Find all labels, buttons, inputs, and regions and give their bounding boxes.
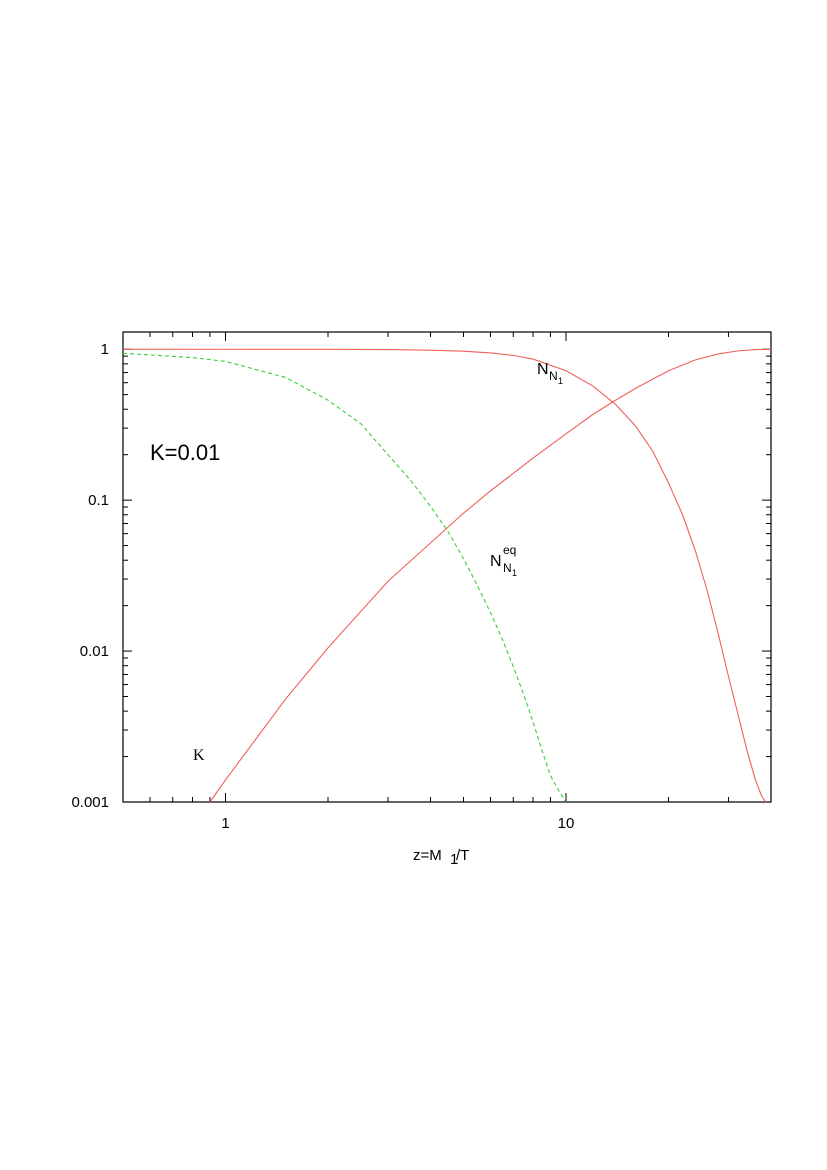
y-tick-label: 1 [101, 341, 109, 358]
axis-ticks [122, 332, 772, 803]
series-layer [122, 348, 772, 803]
svg-text:1: 1 [450, 851, 458, 868]
tick-labels: 1 10 1 0.1 0.01 0.001 [71, 341, 574, 832]
y-tick-label: 0.001 [71, 794, 109, 811]
y-tick-label: 0.1 [88, 492, 109, 509]
svg-text:eq: eq [503, 543, 516, 557]
svg-text:N: N [537, 361, 549, 378]
series-line-n-n1-eq [122, 352, 567, 803]
label-k: K [193, 747, 205, 764]
series-line-n-n1 [122, 348, 767, 803]
svg-text:/T: /T [456, 847, 469, 864]
x-axis-label: z=M 1 /T [413, 847, 469, 868]
plot-frame [122, 331, 772, 803]
label-n-n1-eq: N eq N 1 [490, 543, 517, 578]
svg-text:1: 1 [512, 568, 517, 578]
series-line-k [209, 348, 772, 803]
svg-text:N: N [490, 553, 502, 570]
y-tick-label: 0.01 [80, 643, 109, 660]
x-tick-label: 1 [221, 815, 229, 832]
svg-text:N: N [503, 561, 512, 575]
annotation-k: K=0.01 [150, 440, 220, 465]
x-tick-label: 10 [558, 815, 575, 832]
svg-text:z=M: z=M [413, 847, 442, 864]
label-n-n1: N N 1 [537, 361, 563, 386]
svg-text:1: 1 [558, 376, 563, 386]
svg-text:N: N [549, 369, 558, 383]
